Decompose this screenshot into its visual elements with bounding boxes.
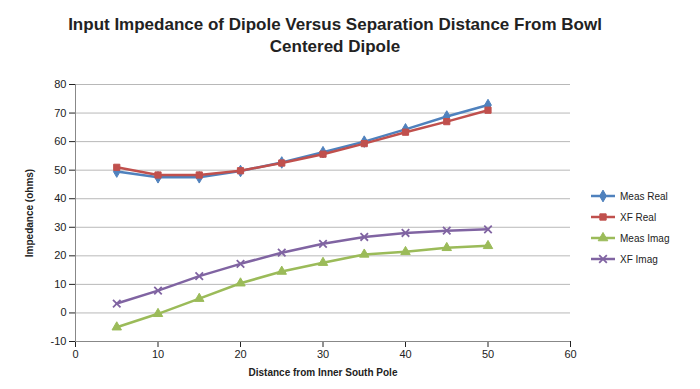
svg-text:50: 50 xyxy=(482,348,494,360)
svg-text:40: 40 xyxy=(54,192,66,204)
svg-text:Impedance (ohms): Impedance (ohms) xyxy=(24,169,35,257)
svg-text:-10: -10 xyxy=(51,335,67,347)
svg-text:20: 20 xyxy=(54,249,66,261)
svg-text:30: 30 xyxy=(317,348,329,360)
svg-text:0: 0 xyxy=(60,306,66,318)
svg-text:70: 70 xyxy=(54,107,66,119)
svg-text:0: 0 xyxy=(72,348,78,360)
svg-text:10: 10 xyxy=(152,348,164,360)
html-text:XF Real: XF Real xyxy=(620,211,657,223)
svg-text:20: 20 xyxy=(234,348,246,360)
svg-text:40: 40 xyxy=(399,348,411,360)
svg-text:60: 60 xyxy=(564,348,576,360)
svg-text:30: 30 xyxy=(54,221,66,233)
html-text:Meas Imag: Meas Imag xyxy=(620,232,670,244)
html-text:Meas Real: Meas Real xyxy=(620,190,668,202)
html-text:Input Impedance of Dipole Vers: Input Impedance of Dipole Versus Separat… xyxy=(68,15,602,56)
svg-text:60: 60 xyxy=(54,135,66,147)
svg-text:50: 50 xyxy=(54,164,66,176)
svg-text:Distance from Inner South Pole: Distance from Inner South Pole xyxy=(249,367,398,378)
svg-text:80: 80 xyxy=(54,78,66,90)
html-text:XF Imag: XF Imag xyxy=(620,253,658,265)
svg-text:10: 10 xyxy=(54,278,66,290)
